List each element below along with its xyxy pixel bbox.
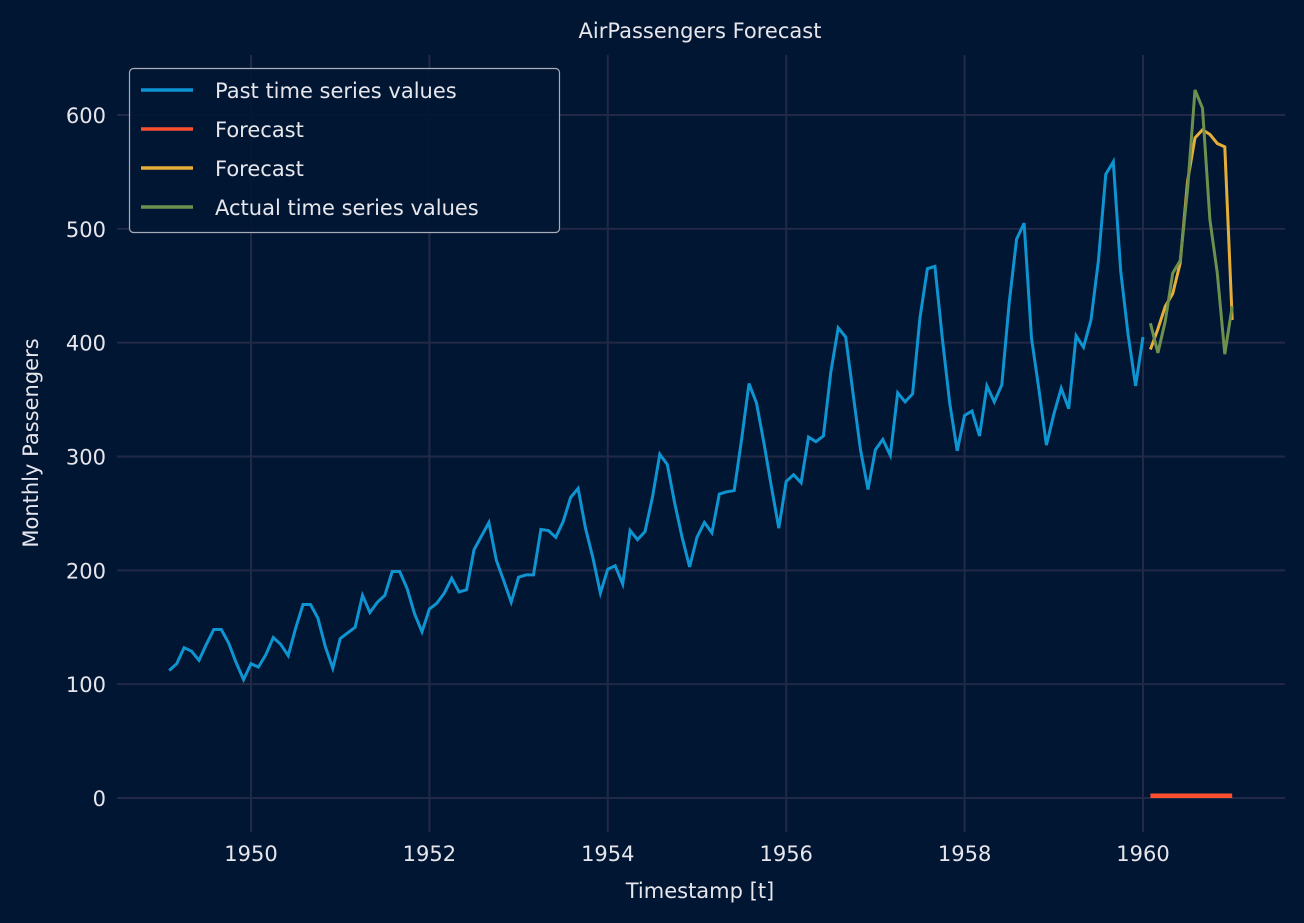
y-tick-label: 300 [66,446,106,470]
x-tick-label: 1956 [759,842,812,866]
legend-label: Actual time series values [215,196,479,220]
y-tick-label: 100 [66,673,106,697]
x-tick-labels: 1950 1952 1954 1956 1958 1960 [224,842,1169,866]
y-tick-label: 0 [93,787,106,811]
y-tick-label: 500 [66,218,106,242]
horizontal-gridlines [117,114,1285,799]
y-tick-labels: 0 100 200 300 400 500 600 [66,104,106,811]
y-axis-label: Monthly Passengers [19,338,43,547]
legend-label: Forecast [215,118,304,142]
x-tick-label: 1950 [224,842,277,866]
chart-title: AirPassengers Forecast [579,19,822,43]
x-tick-label: 1960 [1116,842,1169,866]
series-line-4 [1148,89,1234,355]
y-tick-label: 200 [66,559,106,583]
y-tick-label: 400 [66,332,106,356]
series-layer [168,89,1234,798]
x-tick-label: 1954 [581,842,634,866]
legend-box [128,67,561,234]
x-axis-label: Timestamp [t] [625,879,775,903]
series-line-1 [168,156,1145,684]
legend-label: Past time series values [215,79,457,103]
x-tick-label: 1958 [938,842,991,866]
y-tick-label: 600 [66,104,106,128]
legend-label: Forecast [215,157,304,181]
x-tick-label: 1952 [403,842,456,866]
legend: Past time series values Forecast Forecast A… [128,67,561,234]
